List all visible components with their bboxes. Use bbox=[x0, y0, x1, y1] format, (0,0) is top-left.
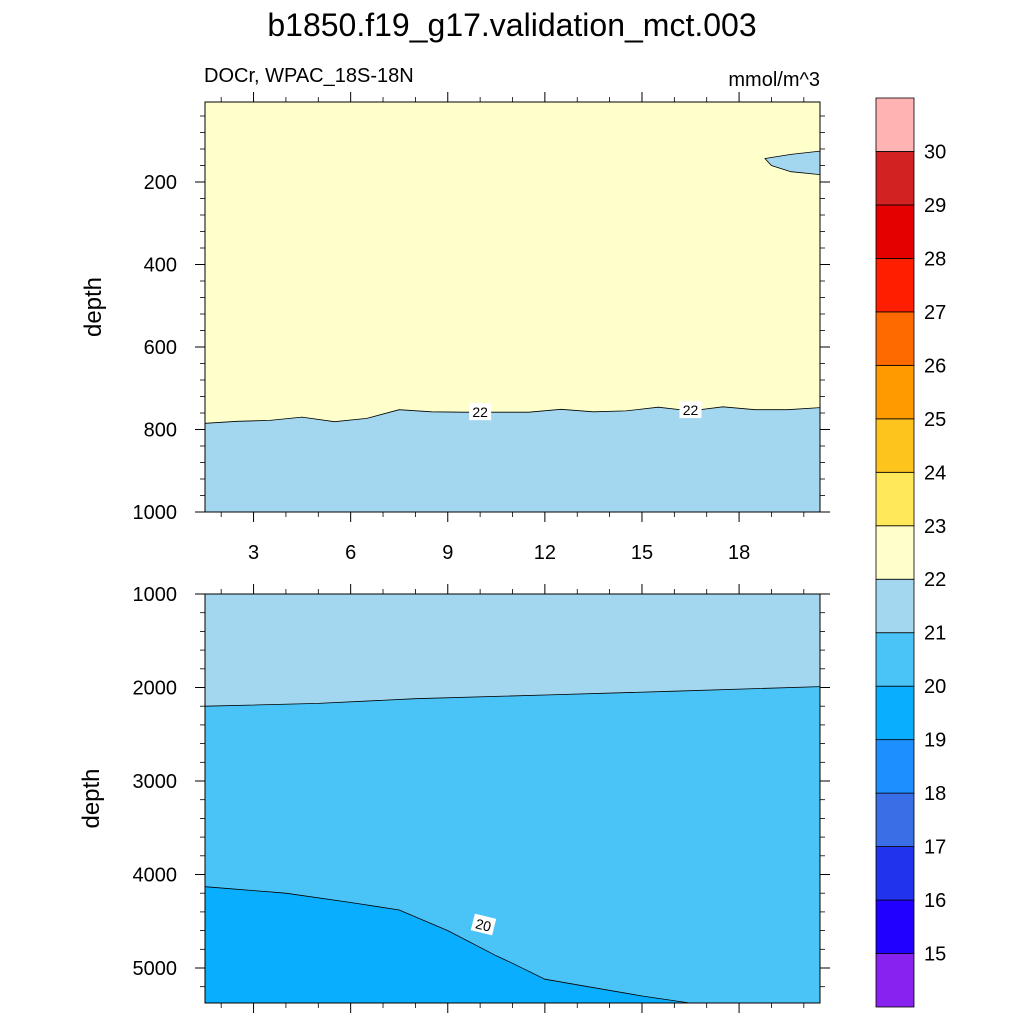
colorbar-box bbox=[875, 739, 915, 794]
colorbar-label: 27 bbox=[924, 302, 946, 324]
colorbar-box bbox=[875, 525, 915, 580]
colorbar-label: 24 bbox=[924, 462, 946, 484]
contour-line-21 bbox=[205, 686, 820, 707]
contour-label-bg bbox=[469, 403, 492, 421]
y-tick-label: 5000 bbox=[133, 958, 178, 980]
colorbar-box bbox=[875, 899, 915, 954]
x-tick-label: 15 bbox=[631, 542, 653, 564]
region-21-22 bbox=[205, 406, 820, 512]
colorbar-box bbox=[875, 578, 915, 634]
colorbar-box bbox=[875, 364, 915, 420]
y-tick-label: 4000 bbox=[133, 865, 178, 887]
upper-panel: 22 22 200 400 600 800 1000 3 6 9 12 15 18 depth bbox=[80, 92, 830, 564]
x-tick-label: 18 bbox=[728, 542, 750, 564]
colorbar-box bbox=[875, 685, 915, 741]
region-21-22-patch bbox=[764, 150, 820, 176]
x-tick-label: 12 bbox=[534, 542, 556, 564]
lower-panel: 20 1000 2000 3000 4000 5000 depth bbox=[78, 584, 830, 1013]
colorbar-box bbox=[875, 204, 915, 259]
contour-line-22 bbox=[205, 406, 820, 424]
colorbar-box bbox=[875, 471, 915, 527]
contour-label-bg bbox=[470, 913, 497, 936]
colorbar-label: 15 bbox=[924, 944, 946, 966]
contour-label-group: 20 bbox=[470, 913, 497, 936]
contour-line-20 bbox=[205, 886, 691, 1003]
y-tick-label: 800 bbox=[144, 420, 177, 442]
x-tick-label: 9 bbox=[442, 542, 453, 564]
colorbar-label: 20 bbox=[924, 676, 946, 698]
y-tick-label: 3000 bbox=[133, 771, 178, 793]
colorbar: 15 16 17 18 19 20 21 22 23 24 25 26 27 28 29 30 bbox=[875, 97, 946, 1008]
chart-subtitle-right: mmol/m^3 bbox=[728, 69, 820, 91]
panel-body bbox=[205, 102, 820, 512]
colorbar-box bbox=[875, 258, 915, 313]
colorbar-label: 18 bbox=[924, 783, 946, 805]
contour-label: 22 bbox=[683, 402, 699, 418]
colorbar-label: 30 bbox=[924, 141, 946, 163]
y-tick-label: 400 bbox=[144, 255, 177, 277]
colorbar-label: 29 bbox=[924, 195, 946, 217]
contour-label-group: 22 bbox=[679, 401, 702, 419]
panel-body bbox=[205, 594, 820, 1003]
colorbar-box bbox=[875, 418, 915, 473]
colorbar-box bbox=[875, 151, 915, 206]
y-axis-label: depth bbox=[78, 768, 105, 828]
chart-subtitle-left: DOCr, WPAC_18S-18N bbox=[204, 65, 414, 87]
contour-label: 22 bbox=[472, 404, 488, 420]
contour-label-group: 22 bbox=[469, 403, 492, 421]
colorbar-label: 21 bbox=[924, 623, 946, 645]
colorbar-label: 23 bbox=[924, 516, 946, 538]
x-tick-label: 6 bbox=[345, 542, 356, 564]
region-19-20 bbox=[205, 886, 690, 1003]
y-tick-label: 1000 bbox=[133, 584, 178, 606]
colorbar-box bbox=[875, 953, 915, 1008]
y-tick-label: 1000 bbox=[133, 502, 178, 524]
y-axis-label: depth bbox=[80, 277, 107, 337]
contour-label: 20 bbox=[474, 915, 493, 934]
colorbar-label: 22 bbox=[924, 569, 946, 591]
colorbar-label: 16 bbox=[924, 890, 946, 912]
colorbar-label: 19 bbox=[924, 730, 946, 752]
contour-label-bg bbox=[679, 401, 702, 419]
y-tick-label: 200 bbox=[144, 172, 177, 194]
colorbar-box bbox=[875, 846, 915, 901]
y-tick-label: 600 bbox=[144, 337, 177, 359]
x-tick-label: 3 bbox=[248, 542, 259, 564]
colorbar-label: 28 bbox=[924, 248, 946, 270]
colorbar-label: 25 bbox=[924, 409, 946, 431]
colorbar-box bbox=[875, 311, 915, 366]
chart-title: b1850.f19_g17.validation_mct.003 bbox=[267, 7, 756, 43]
colorbar-box bbox=[875, 97, 915, 152]
colorbar-label: 17 bbox=[924, 837, 946, 859]
colorbar-box bbox=[875, 792, 915, 847]
y-tick-label: 2000 bbox=[133, 678, 178, 700]
colorbar-label: 26 bbox=[924, 355, 946, 377]
colorbar-box bbox=[875, 632, 915, 687]
